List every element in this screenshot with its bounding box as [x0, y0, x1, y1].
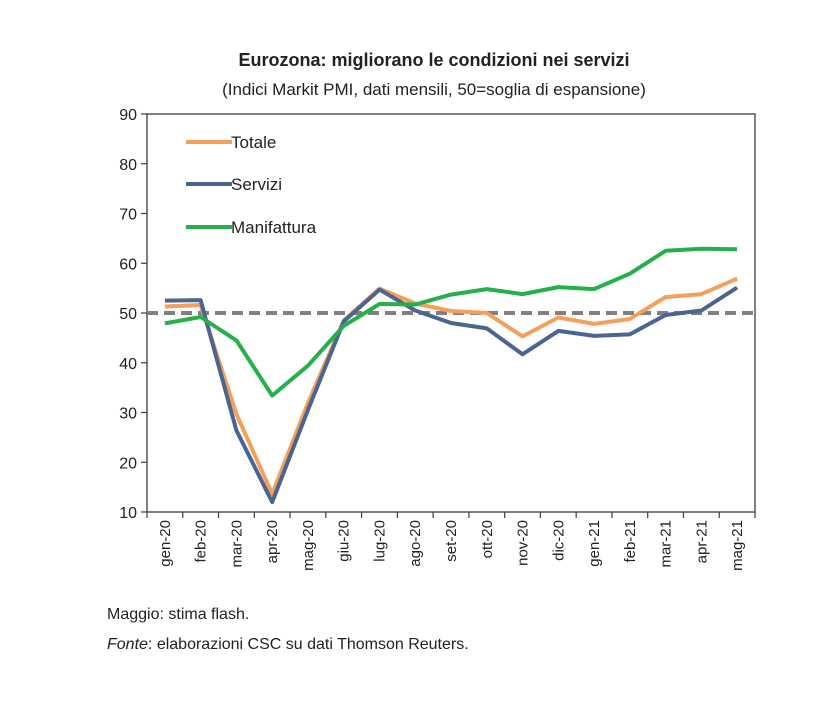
- source-text: : elaborazioni CSC su dati Thomson Reute…: [147, 636, 469, 653]
- legend-label-servizi: Servizi: [231, 175, 282, 194]
- y-tick-label: 60: [119, 256, 137, 273]
- source-label: Fonte: [107, 636, 148, 653]
- y-tick-label: 70: [119, 207, 137, 224]
- x-tick-label: gen-20: [157, 520, 174, 567]
- x-tick-label: nov-20: [515, 520, 532, 566]
- x-tick-label: dic-20: [550, 520, 567, 561]
- flash-estimate-note: Maggio: stima flash.: [107, 606, 250, 623]
- x-tick-label: mag-21: [729, 520, 746, 571]
- x-tick-label: mar-20: [228, 520, 245, 568]
- x-tick-label: feb-21: [622, 520, 639, 563]
- y-tick-label: 80: [119, 157, 137, 174]
- y-tick-label: 40: [119, 356, 137, 373]
- y-tick-label: 90: [119, 107, 137, 124]
- x-tick-label: mag-20: [300, 520, 317, 571]
- series-line-manifattura: [164, 246, 738, 398]
- series-line-totale: [164, 276, 738, 497]
- x-tick-label: apr-21: [693, 520, 710, 563]
- legend-label-totale: Totale: [231, 133, 276, 152]
- x-tick-label: ott-20: [479, 520, 496, 558]
- y-tick-label: 10: [119, 505, 137, 522]
- x-tick-label: set-20: [443, 520, 460, 562]
- x-tick-label: apr-20: [264, 520, 281, 563]
- x-tick-label: giu-20: [336, 520, 353, 562]
- x-tick-label: gen-21: [586, 520, 603, 567]
- chart-title: Eurozona: migliorano le condizioni nei s…: [238, 50, 630, 70]
- x-tick-label: ago-20: [407, 520, 424, 567]
- legend: Totale Servizi Manifattura: [186, 133, 317, 237]
- x-tick-label: feb-20: [193, 520, 210, 563]
- chart-subtitle: (Indici Markit PMI, dati mensili, 50=sog…: [222, 80, 646, 99]
- x-tick-label: lug-20: [371, 520, 388, 562]
- y-tick-label: 30: [119, 406, 137, 423]
- axes: 10 20 30 40 50 60 70 80 90 gen-20 feb-20 mar-20 apr-…: [119, 107, 756, 571]
- series-line-servizi: [164, 285, 739, 505]
- series-lines: [164, 246, 739, 505]
- y-tick-label: 20: [119, 455, 137, 472]
- legend-label-manifattura: Manifattura: [231, 218, 317, 237]
- source-note: Fonte: elaborazioni CSC su dati Thomson …: [107, 636, 469, 654]
- x-tick-label: mar-21: [658, 520, 675, 568]
- y-tick-label: 50: [119, 306, 137, 323]
